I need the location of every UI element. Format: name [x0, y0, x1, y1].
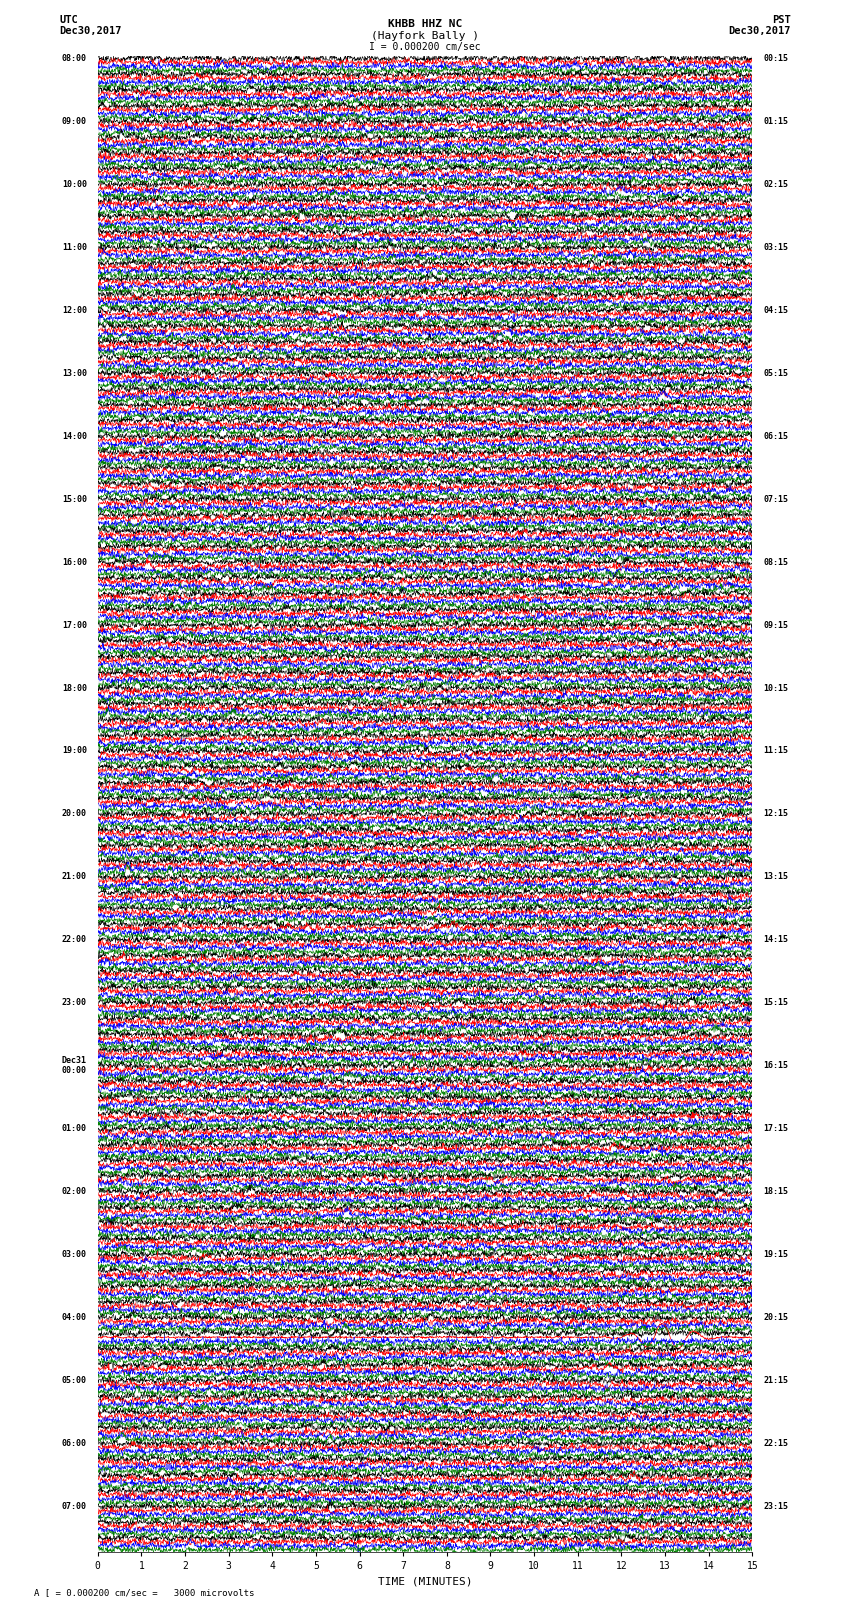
Text: 10:00: 10:00 [62, 179, 87, 189]
Text: 14:00: 14:00 [62, 432, 87, 440]
Text: 08:15: 08:15 [763, 558, 788, 566]
Text: 03:00: 03:00 [62, 1250, 87, 1260]
Text: 17:15: 17:15 [763, 1124, 788, 1134]
Text: Dec31
00:00: Dec31 00:00 [62, 1057, 87, 1076]
Text: 08:00: 08:00 [62, 53, 87, 63]
X-axis label: TIME (MINUTES): TIME (MINUTES) [377, 1576, 473, 1586]
Text: 06:00: 06:00 [62, 1439, 87, 1448]
Text: 05:00: 05:00 [62, 1376, 87, 1386]
Text: 02:00: 02:00 [62, 1187, 87, 1197]
Text: 20:00: 20:00 [62, 810, 87, 818]
Text: 11:15: 11:15 [763, 747, 788, 755]
Text: 21:15: 21:15 [763, 1376, 788, 1386]
Text: 15:00: 15:00 [62, 495, 87, 503]
Text: 09:00: 09:00 [62, 116, 87, 126]
Text: 10:15: 10:15 [763, 684, 788, 692]
Text: 02:15: 02:15 [763, 179, 788, 189]
Text: 12:00: 12:00 [62, 306, 87, 315]
Text: I = 0.000200 cm/sec: I = 0.000200 cm/sec [369, 42, 481, 52]
Text: 03:15: 03:15 [763, 244, 788, 252]
Text: 15:15: 15:15 [763, 998, 788, 1007]
Text: PST: PST [772, 15, 791, 24]
Text: 16:00: 16:00 [62, 558, 87, 566]
Text: 22:00: 22:00 [62, 936, 87, 944]
Text: 18:00: 18:00 [62, 684, 87, 692]
Text: 11:00: 11:00 [62, 244, 87, 252]
Text: 23:15: 23:15 [763, 1502, 788, 1511]
Text: 17:00: 17:00 [62, 621, 87, 629]
Text: 07:00: 07:00 [62, 1502, 87, 1511]
Text: 16:15: 16:15 [763, 1061, 788, 1071]
Text: 22:15: 22:15 [763, 1439, 788, 1448]
Text: 14:15: 14:15 [763, 936, 788, 944]
Text: 21:00: 21:00 [62, 873, 87, 881]
Text: 01:15: 01:15 [763, 116, 788, 126]
Text: 19:00: 19:00 [62, 747, 87, 755]
Text: 20:15: 20:15 [763, 1313, 788, 1323]
Text: 04:15: 04:15 [763, 306, 788, 315]
Text: 07:15: 07:15 [763, 495, 788, 503]
Text: 04:00: 04:00 [62, 1313, 87, 1323]
Text: KHBB HHZ NC: KHBB HHZ NC [388, 19, 462, 29]
Text: 00:15: 00:15 [763, 53, 788, 63]
Text: 12:15: 12:15 [763, 810, 788, 818]
Text: Dec30,2017: Dec30,2017 [728, 26, 791, 35]
Text: 01:00: 01:00 [62, 1124, 87, 1134]
Text: 19:15: 19:15 [763, 1250, 788, 1260]
Text: 18:15: 18:15 [763, 1187, 788, 1197]
Text: 13:15: 13:15 [763, 873, 788, 881]
Text: A [ = 0.000200 cm/sec =   3000 microvolts: A [ = 0.000200 cm/sec = 3000 microvolts [34, 1587, 254, 1597]
Text: 23:00: 23:00 [62, 998, 87, 1007]
Text: (Hayfork Bally ): (Hayfork Bally ) [371, 31, 479, 40]
Text: Dec30,2017: Dec30,2017 [60, 26, 122, 35]
Text: 09:15: 09:15 [763, 621, 788, 629]
Text: 06:15: 06:15 [763, 432, 788, 440]
Text: 13:00: 13:00 [62, 369, 87, 377]
Text: UTC: UTC [60, 15, 78, 24]
Text: 05:15: 05:15 [763, 369, 788, 377]
